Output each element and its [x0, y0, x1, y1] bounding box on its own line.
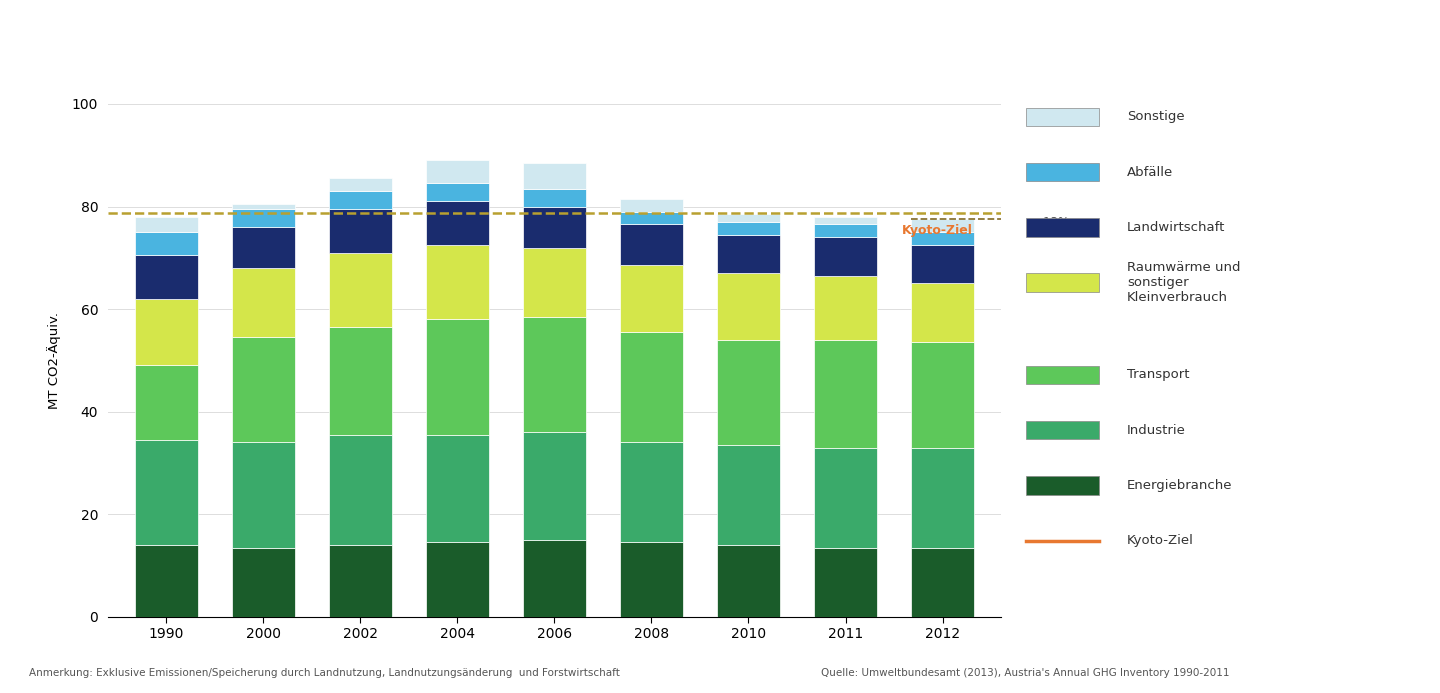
Text: - 13%: - 13%	[1035, 216, 1070, 229]
Y-axis label: MT CO2-Äquiv.: MT CO2-Äquiv.	[48, 312, 60, 409]
Text: Transport: Transport	[1128, 369, 1189, 381]
Bar	[717, 235, 780, 273]
Bar	[717, 214, 780, 222]
Bar	[619, 225, 683, 265]
Bar	[912, 547, 973, 617]
Polygon shape	[0, 38, 55, 52]
Bar	[328, 327, 392, 435]
Bar	[232, 209, 295, 227]
Bar	[619, 211, 683, 225]
Bar	[135, 365, 197, 440]
FancyBboxPatch shape	[1027, 476, 1099, 495]
Bar	[328, 545, 392, 617]
Bar	[717, 222, 780, 235]
Bar	[426, 160, 490, 184]
Bar	[523, 163, 586, 188]
Bar	[912, 283, 973, 342]
Bar	[814, 237, 877, 276]
Bar	[328, 435, 392, 545]
Bar	[619, 199, 683, 211]
Bar	[328, 209, 392, 253]
Bar	[814, 340, 877, 448]
Polygon shape	[26, 38, 199, 52]
Bar	[426, 202, 490, 245]
FancyBboxPatch shape	[1027, 163, 1099, 182]
Bar	[426, 543, 490, 617]
Bar	[814, 217, 877, 225]
Bar	[232, 547, 295, 617]
Text: - 6%: - 6%	[1035, 219, 1063, 232]
Bar	[328, 178, 392, 191]
Text: Anmerkung: Exklusive Emissionen/Speicherung durch Landnutzung, Landnutzungsänder: Anmerkung: Exklusive Emissionen/Speicher…	[29, 667, 619, 678]
Bar	[135, 440, 197, 545]
Bar	[328, 191, 392, 209]
FancyBboxPatch shape	[1027, 366, 1099, 384]
Bar	[135, 232, 197, 255]
Bar	[426, 245, 490, 319]
Bar	[523, 247, 586, 317]
Bar	[619, 442, 683, 543]
Text: Kyoto-Ziel: Kyoto-Ziel	[1128, 534, 1194, 547]
Bar	[912, 448, 973, 547]
FancyBboxPatch shape	[1027, 274, 1099, 292]
Bar	[135, 255, 197, 299]
Bar	[912, 232, 973, 245]
Bar	[523, 540, 586, 617]
Bar	[814, 225, 877, 237]
Bar	[619, 265, 683, 332]
Text: Abfälle: Abfälle	[1128, 166, 1174, 179]
Text: Landwirtschaft: Landwirtschaft	[1128, 221, 1225, 234]
Bar	[232, 268, 295, 337]
FancyBboxPatch shape	[1027, 107, 1099, 126]
Bar	[814, 547, 877, 617]
Bar	[619, 543, 683, 617]
Text: Quelle: Umweltbundesamt (2013), Austria's Annual GHG Inventory 1990-2011: Quelle: Umweltbundesamt (2013), Austria'…	[821, 667, 1230, 678]
Bar	[814, 448, 877, 547]
Bar	[717, 340, 780, 445]
Bar	[814, 276, 877, 340]
Bar	[523, 432, 586, 540]
Bar	[232, 442, 295, 547]
Bar	[232, 227, 295, 268]
Bar	[426, 435, 490, 543]
Bar	[523, 188, 586, 207]
Text: Industrie: Industrie	[1128, 423, 1187, 437]
Bar	[717, 273, 780, 340]
Text: Sonstige: Sonstige	[1128, 110, 1185, 123]
Bar	[717, 445, 780, 545]
Bar	[912, 220, 973, 232]
Bar	[912, 245, 973, 283]
Text: Energiebranche: Energiebranche	[1128, 479, 1233, 492]
Bar	[523, 317, 586, 432]
FancyBboxPatch shape	[1027, 218, 1099, 236]
Bar	[232, 204, 295, 209]
Bar	[426, 319, 490, 435]
Bar	[328, 253, 392, 327]
Bar	[717, 545, 780, 617]
Bar	[619, 332, 683, 442]
Bar	[135, 545, 197, 617]
FancyBboxPatch shape	[1027, 421, 1099, 439]
Text: Kyoto-Ziel: Kyoto-Ziel	[903, 224, 973, 237]
Bar	[426, 184, 490, 202]
Bar	[523, 207, 586, 247]
Bar	[912, 342, 973, 448]
Bar	[135, 299, 197, 365]
Bar	[135, 217, 197, 232]
Text: Ausstoß von Treibhausgasen weit über Kyoto-Ziel: Ausstoß von Treibhausgasen weit über Kyo…	[89, 30, 940, 60]
Text: Raumwärme und
sonstiger
Kleinverbrauch: Raumwärme und sonstiger Kleinverbrauch	[1128, 261, 1241, 304]
Bar	[232, 337, 295, 442]
